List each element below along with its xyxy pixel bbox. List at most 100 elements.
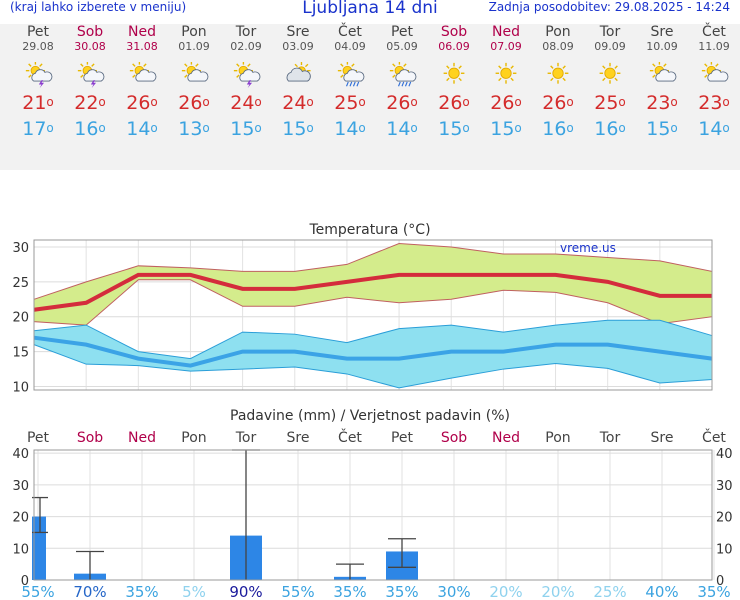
sun-cloud-rain-icon bbox=[337, 62, 365, 87]
day-date: 05.09 bbox=[386, 40, 418, 53]
precipitation-probability: 5% bbox=[182, 583, 206, 600]
day-name: Pon bbox=[181, 24, 207, 40]
day-name: Tor bbox=[599, 24, 621, 40]
max-temperature: 26o bbox=[542, 92, 574, 114]
day-label: Tor bbox=[235, 430, 257, 446]
y-tick-label: 20 bbox=[12, 311, 29, 326]
y-tick-label-left: 10 bbox=[12, 542, 29, 557]
precipitation-probability: 35% bbox=[385, 583, 418, 600]
watermark-label: vreme.us bbox=[560, 241, 616, 255]
day-name: Pon bbox=[545, 24, 571, 40]
day-name: Sre bbox=[286, 24, 310, 40]
last-update-label: Zadnja posodobitev: 29.08.2025 - 14:24 bbox=[488, 0, 730, 14]
day-name: Sre bbox=[650, 24, 674, 40]
day-label: Pon bbox=[545, 430, 570, 446]
max-temperature: 22o bbox=[74, 92, 106, 114]
day-column: Čet 04.09 25o 14o bbox=[324, 24, 376, 142]
max-temperature: 24o bbox=[282, 92, 314, 114]
sun-cloud-rain-icon bbox=[389, 62, 417, 87]
y-tick-label-right: 0 bbox=[716, 574, 724, 589]
day-date: 11.09 bbox=[698, 40, 730, 53]
precipitation-probability: 55% bbox=[21, 583, 54, 600]
temperature-plot-frame bbox=[33, 239, 713, 391]
y-tick-label: 15 bbox=[12, 346, 29, 361]
max-temperature: 23o bbox=[698, 92, 730, 114]
min-temperature: 17o bbox=[22, 118, 54, 140]
y-tick-label: 25 bbox=[12, 276, 29, 291]
max-temperature: 26o bbox=[126, 92, 158, 114]
daily-forecast-panel bbox=[0, 24, 740, 170]
min-temperature: 16o bbox=[542, 118, 574, 140]
precipitation-plot-frame bbox=[33, 449, 713, 581]
day-label: Sob bbox=[77, 430, 103, 446]
day-date: 02.09 bbox=[230, 40, 262, 53]
y-tick-label-left: 20 bbox=[12, 511, 29, 526]
y-tick-label-left: 30 bbox=[12, 479, 29, 494]
day-label: Ned bbox=[492, 430, 520, 446]
day-name: Sob bbox=[440, 24, 468, 40]
max-temperature: 21o bbox=[22, 92, 54, 114]
min-temperature: 14o bbox=[126, 118, 158, 140]
day-name: Čet bbox=[702, 24, 726, 40]
max-temperature: 24o bbox=[230, 92, 262, 114]
day-column: Tor 02.09 24o 15o bbox=[220, 24, 272, 142]
day-date: 09.09 bbox=[594, 40, 626, 53]
min-temperature: 15o bbox=[490, 118, 522, 140]
day-column: Čet 11.09 23o 14o bbox=[688, 24, 740, 142]
max-temperature: 25o bbox=[594, 92, 626, 114]
precipitation-probability: 90% bbox=[229, 583, 262, 600]
day-date: 06.09 bbox=[438, 40, 470, 53]
min-temperature: 14o bbox=[698, 118, 730, 140]
day-date: 30.08 bbox=[74, 40, 106, 53]
min-temperature: 14o bbox=[386, 118, 418, 140]
sun-cloud-icon bbox=[181, 62, 209, 82]
day-name: Pet bbox=[26, 24, 50, 40]
y-tick-label-left: 40 bbox=[12, 447, 29, 462]
day-column: Ned 07.09 26o 15o bbox=[480, 24, 532, 142]
max-temperature: 26o bbox=[438, 92, 470, 114]
max-temperature: 26o bbox=[386, 92, 418, 114]
min-temperature: 15o bbox=[230, 118, 262, 140]
day-name: Ned bbox=[128, 24, 156, 40]
day-column: Pet 29.08 21o 17o bbox=[12, 24, 64, 142]
day-column: Sre 03.09 24o 15o bbox=[272, 24, 324, 142]
max-temperature: 26o bbox=[490, 92, 522, 114]
day-column: Pet 05.09 26o 14o bbox=[376, 24, 428, 142]
day-label: Ned bbox=[128, 430, 156, 446]
day-name: Tor bbox=[235, 24, 257, 40]
day-date: 07.09 bbox=[490, 40, 522, 53]
max-temperature-line bbox=[33, 272, 712, 312]
day-column: Tor 09.09 25o 16o bbox=[584, 24, 636, 142]
y-tick-label-right: 30 bbox=[716, 479, 733, 494]
day-column: Ned 31.08 26o 14o bbox=[116, 24, 168, 142]
day-label: Pet bbox=[27, 430, 50, 446]
precipitation-probability: 70% bbox=[73, 583, 106, 600]
day-name: Pet bbox=[390, 24, 414, 40]
day-label: Sre bbox=[651, 430, 674, 446]
location-menu-hint[interactable]: (kraj lahko izberete v meniju) bbox=[10, 0, 187, 14]
day-name: Ned bbox=[492, 24, 520, 40]
sun-cloud-lightning-icon bbox=[233, 62, 261, 88]
min-temperature: 15o bbox=[646, 118, 678, 140]
day-column: Sre 10.09 23o 15o bbox=[636, 24, 688, 142]
precipitation-probability: 25% bbox=[593, 583, 626, 600]
day-column: Pon 01.09 26o 13o bbox=[168, 24, 220, 142]
day-date: 10.09 bbox=[646, 40, 678, 53]
precipitation-probability: 30% bbox=[437, 583, 470, 600]
precipitation-probability: 35% bbox=[333, 583, 366, 600]
day-date: 03.09 bbox=[282, 40, 314, 53]
min-temperature: 13o bbox=[178, 118, 210, 140]
sun-cloud-icon bbox=[701, 62, 729, 82]
sun-cloud-icon bbox=[129, 62, 157, 82]
sun-cloud-lightning-icon bbox=[25, 62, 53, 88]
min-temperature: 15o bbox=[282, 118, 314, 140]
day-column: Sob 30.08 22o 16o bbox=[64, 24, 116, 142]
min-temperature-line bbox=[33, 335, 713, 368]
temperature-chart: Temperatura (°C) 10 15 20 25 30 vreme.us bbox=[12, 222, 713, 396]
min-temperature: 16o bbox=[594, 118, 626, 140]
y-tick-label: 30 bbox=[12, 241, 29, 256]
sun-icon bbox=[547, 62, 569, 84]
precipitation-probability: 20% bbox=[541, 583, 574, 600]
precipitation-chart-title: Padavine (mm) / Verjetnost padavin (%) bbox=[230, 408, 510, 424]
day-label: Tor bbox=[599, 430, 621, 446]
